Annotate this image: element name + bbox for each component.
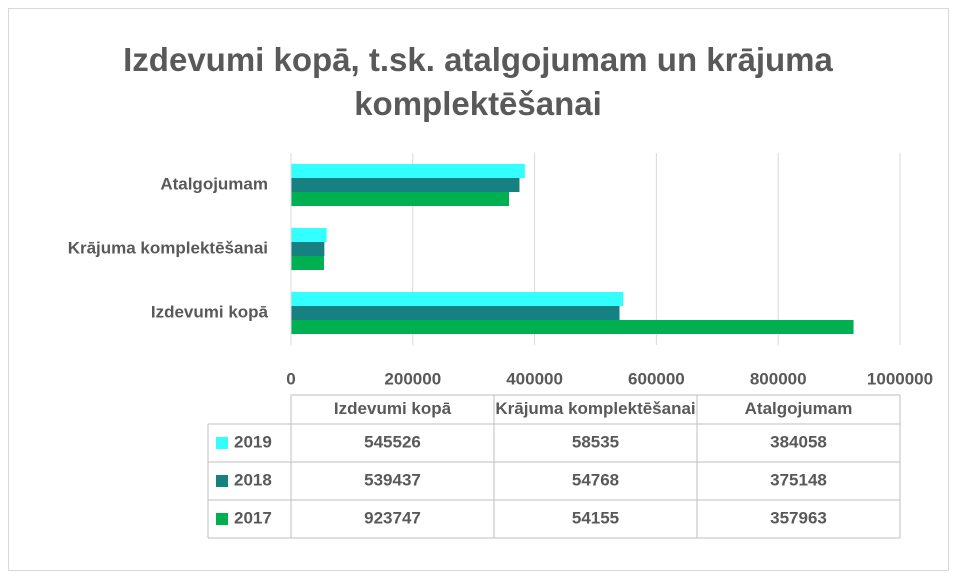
legend-label: 2017: [234, 508, 272, 527]
table-header: Atalgojumam: [745, 399, 853, 418]
x-tick-label: 1000000: [867, 369, 933, 388]
table-value: 384058: [770, 432, 827, 451]
x-tick-label: 200000: [384, 369, 441, 388]
x-tick-label: 800000: [750, 369, 807, 388]
x-tick-label: 0: [286, 369, 295, 388]
table-value: 923747: [364, 508, 421, 527]
x-tick-label: 400000: [506, 369, 563, 388]
bar: [291, 292, 624, 306]
y-tick-label: Krājuma komplektēšanai: [68, 238, 268, 257]
bar: [291, 306, 620, 320]
table-value: 539437: [364, 470, 421, 489]
legend-key: [216, 513, 228, 525]
table-value: 545526: [364, 432, 421, 451]
legend-label: 2019: [234, 432, 272, 451]
legend-key: [216, 437, 228, 449]
x-tick-label: 600000: [628, 369, 685, 388]
table-value: 357963: [770, 508, 827, 527]
table-value: 375148: [770, 470, 827, 489]
table-value: 58535: [572, 432, 619, 451]
bar: [291, 256, 324, 270]
chart-border: [8, 8, 949, 571]
chart-title: Izdevumi kopā, t.sk. atalgojumam un krāj…: [123, 41, 833, 122]
table-header: Krājuma komplektēšanai: [495, 399, 695, 418]
legend-label: 2018: [234, 470, 272, 489]
bar: [291, 242, 325, 256]
bar: [291, 164, 525, 178]
table-value: 54155: [572, 508, 619, 527]
bar: [291, 178, 520, 192]
legend-key: [216, 475, 228, 487]
table-header: Izdevumi kopā: [334, 399, 452, 418]
y-tick-label: Izdevumi kopā: [151, 302, 269, 321]
y-tick-label: Atalgojumam: [160, 174, 268, 193]
bar: [291, 228, 327, 242]
bar: [291, 320, 854, 334]
table-value: 54768: [572, 470, 619, 489]
bar: [291, 192, 509, 206]
